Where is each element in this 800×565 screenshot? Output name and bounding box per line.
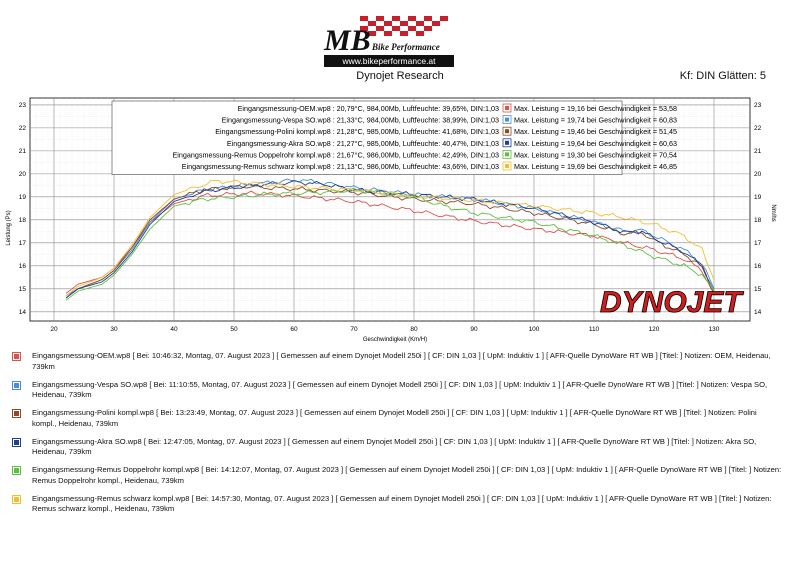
run-note-text: Eingangsmessung-Polini kompl.wp8 [ Bei: … (32, 408, 757, 428)
run-info-label: Eingangsmessung-Vespa SO.wp8 : 21,33°C, … (222, 116, 499, 125)
run-max-power: Max. Leistung = 19,16 bei Geschwindigkei… (514, 104, 677, 113)
y-axis-label-right: Nm/hs (770, 204, 776, 221)
run-info-label: Eingangsmessung-OEM.wp8 : 20,79°C, 984,0… (238, 104, 499, 113)
x-tick-label: 80 (410, 326, 418, 333)
x-tick-label: 50 (230, 326, 238, 333)
run-note-text: Eingangsmessung-Remus schwarz kompl.wp8 … (32, 493, 772, 514)
run-note-color-swatch (12, 409, 21, 418)
x-tick-label: 60 (290, 326, 298, 333)
y-tick-label: 23 (19, 102, 27, 109)
run-note-color-swatch (12, 380, 21, 390)
x-tick-label: 110 (589, 326, 600, 333)
y-tick-label-right: 23 (754, 102, 762, 109)
y-tick-label-right: 21 (754, 148, 762, 155)
run-color-swatch-fill (505, 117, 509, 122)
run-color-swatch-fill (505, 106, 509, 110)
y-tick-label: 18 (19, 217, 27, 224)
run-max-power: Max. Leistung = 19,64 bei Geschwindigkei… (514, 139, 677, 148)
y-tick-label: 17 (19, 240, 27, 247)
x-tick-label: 120 (649, 326, 660, 333)
run-max-power: Max. Leistung = 19,30 bei Geschwindigkei… (514, 150, 677, 159)
y-tick-label: 21 (19, 148, 27, 155)
y-tick-label: 14 (19, 309, 27, 316)
x-tick-label: 100 (529, 326, 540, 333)
y-tick-label-right: 19 (754, 194, 762, 201)
svg-text:MB: MB (323, 24, 371, 57)
run-note-color-swatch (12, 466, 21, 475)
series-lines (65, 178, 715, 301)
x-axis-label: Geschwindigkeit (Km/H) (363, 337, 427, 343)
svg-text:Bike Performance: Bike Performance (371, 42, 440, 52)
series-line (65, 190, 715, 294)
dynojet-logo-text: DYNOJET (600, 286, 744, 319)
run-note-color-swatch (12, 437, 21, 447)
x-tick-label: 90 (470, 326, 478, 333)
run-color-swatch-fill (505, 152, 509, 157)
y-axis-ticks: 14 14 15 15 16 16 17 17 18 18 19 19 20 20 21 21 22 22 23 23 (19, 102, 762, 316)
y-tick-label-right: 14 (754, 309, 762, 316)
x-tick-label: 40 (170, 326, 178, 333)
run-color-swatch-fill (505, 164, 509, 168)
y-tick-label-right: 18 (754, 217, 762, 224)
correction-factor-info: Kf: DIN Glätten: 5 (679, 70, 766, 82)
run-max-power: Max. Leistung = 19,69 bei Geschwindigkei… (514, 162, 677, 171)
run-note-color-swatch (12, 494, 21, 504)
y-tick-label: 15 (19, 286, 27, 293)
y-tick-label-right: 20 (754, 171, 762, 178)
dynojet-logo: DYNOJET (600, 286, 745, 320)
y-tick-label-right: 17 (754, 240, 762, 247)
run-info-label: Eingangsmessung-Remus Doppelrohr kompl.w… (173, 150, 500, 159)
run-info-label: Eingangsmessung-Polini kompl.wp8 : 21,28… (215, 127, 499, 136)
y-tick-label: 22 (19, 125, 27, 132)
info-box-frame (111, 100, 623, 175)
x-tick-label: 130 (709, 326, 720, 333)
y-tick-label: 16 (19, 263, 27, 270)
website-text: www.bikeperformance.at (341, 56, 436, 66)
run-max-power: Max. Leistung = 19,46 bei Geschwindigkei… (514, 127, 677, 136)
y-tick-label: 20 (19, 171, 27, 178)
x-axis-ticks: 20 30 40 50 60 70 80 90 100 110 120 130 (50, 326, 719, 333)
y-tick-label-right: 22 (754, 125, 762, 132)
chart-title: Dynojet Research (356, 70, 444, 82)
y-tick-label-right: 16 (754, 263, 762, 270)
run-note-text: Eingangsmessung-Remus Doppelrohr kompl.w… (32, 465, 782, 485)
run-color-swatch-fill (505, 129, 509, 134)
checkered-flag-icon (360, 16, 450, 36)
run-max-power: Max. Leistung = 19,74 bei Geschwindigkei… (514, 116, 677, 125)
run-info-box: Eingangsmessung-OEM.wp8 : 20,79°C, 984,0… (111, 100, 677, 175)
x-tick-label: 20 (50, 326, 58, 333)
run-info-label: Eingangsmessung-Akra SO.wp8 : 21,27°C, 9… (227, 139, 499, 148)
run-note-text: Eingangsmessung-OEM.wp8 [ Bei: 10:46:32,… (32, 351, 771, 371)
y-axis-label: Leistung (Ps) (6, 210, 12, 245)
y-tick-label-right: 15 (754, 286, 762, 293)
run-note-text: Eingangsmessung-Vespa SO.wp8 [ Bei: 11:1… (32, 379, 768, 400)
x-tick-label: 70 (350, 326, 358, 333)
brand-logo: MB Bike Performance www.bikeperformance.… (322, 12, 462, 70)
run-info-label: Eingangsmessung-Remus schwarz kompl.wp8 … (182, 162, 499, 171)
series-line (65, 187, 715, 301)
y-tick-label: 19 (19, 194, 27, 201)
run-note-color-swatch (12, 352, 21, 361)
run-note-text: Eingangsmessung-Akra SO.wp8 [ Bei: 12:47… (32, 436, 757, 457)
x-tick-label: 30 (110, 326, 118, 333)
series-line (65, 179, 715, 297)
run-color-swatch-fill (505, 140, 509, 145)
